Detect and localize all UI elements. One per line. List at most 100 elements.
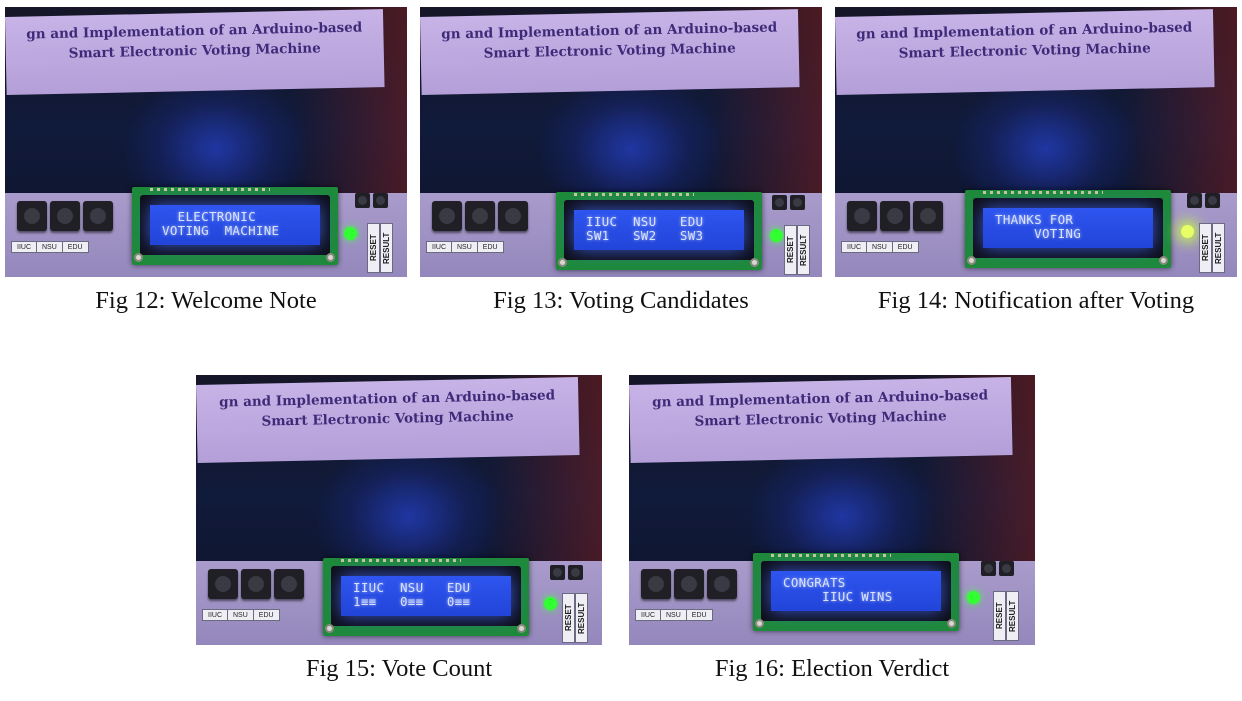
- lcd-module: IIUC NSU EDU SW1 SW2 SW3: [556, 192, 762, 270]
- label-nsu: NSU: [228, 610, 254, 620]
- button-edu: [274, 569, 304, 599]
- lcd-line-2: 1≡≡ 0≡≡ 0≡≡: [353, 594, 471, 609]
- button-iiuc: [847, 201, 877, 231]
- control-labels: RESET RESULT: [367, 223, 407, 273]
- button-labels: IIUC NSU EDU: [635, 609, 713, 621]
- evm-photo: gn and Implementation of an Arduino-base…: [420, 7, 822, 277]
- label-nsu: NSU: [452, 242, 478, 252]
- figure-caption: Fig 15: Vote Count: [305, 655, 493, 682]
- label-result: RESULT: [380, 223, 393, 273]
- button-labels: IIUC NSU EDU: [841, 241, 919, 253]
- label-edu: EDU: [67, 244, 83, 251]
- banner-line-2: Smart Electronic Voting Machine: [483, 40, 736, 62]
- control-buttons: [1187, 193, 1221, 217]
- label-iiuc: IIUC: [12, 242, 37, 252]
- button-edu: [498, 201, 528, 231]
- candidate-buttons: [208, 569, 308, 609]
- lcd-line-2: VOTING: [995, 226, 1082, 241]
- evm-photo: gn and Implementation of an Arduino-base…: [629, 375, 1035, 645]
- label-reset: RESET: [367, 223, 380, 273]
- label-reset: RESET: [562, 593, 575, 643]
- lcd-screen: IIUC NSU EDU 1≡≡ 0≡≡ 0≡≡: [341, 576, 511, 616]
- banner-line-2: Smart Electronic Voting Machine: [68, 40, 321, 62]
- control-buttons: [981, 561, 1015, 585]
- project-banner: gn and Implementation of an Arduino-base…: [5, 9, 385, 95]
- label-edu: EDU: [897, 244, 913, 251]
- lcd-screen: CONGRATS IIUC WINS: [771, 571, 941, 611]
- candidate-buttons: [847, 201, 947, 241]
- label-nsu: NSU: [37, 242, 63, 252]
- label-iiuc: IIUC: [842, 242, 867, 252]
- status-led: [544, 597, 557, 610]
- evm-photo: gn and Implementation of an Arduino-base…: [5, 7, 407, 277]
- button-edu: [913, 201, 943, 231]
- button-nsu: [241, 569, 271, 599]
- figure-caption: Fig 16: Election Verdict: [714, 655, 950, 682]
- lcd-line-1: ELECTRONIC: [162, 209, 256, 224]
- lcd-screen: ELECTRONIC VOTING MACHINE: [150, 205, 320, 245]
- control-buttons: [772, 195, 806, 219]
- label-iiuc: IIUC: [203, 610, 228, 620]
- figure-caption: Fig 13: Voting Candidates: [493, 287, 749, 314]
- status-led: [770, 229, 783, 242]
- lcd-line-2: SW1 SW2 SW3: [586, 228, 704, 243]
- status-led: [967, 591, 980, 604]
- project-banner: gn and Implementation of an Arduino-base…: [196, 377, 580, 463]
- label-reset: RESET: [784, 225, 797, 275]
- label-result: RESULT: [1212, 223, 1225, 273]
- label-nsu: NSU: [661, 610, 687, 620]
- button-edu: [83, 201, 113, 231]
- button-nsu: [50, 201, 80, 231]
- lcd-module: ELECTRONIC VOTING MACHINE: [132, 187, 338, 265]
- project-banner: gn and Implementation of an Arduino-base…: [835, 9, 1215, 95]
- lcd-module: THANKS FOR VOTING: [965, 190, 1171, 268]
- project-banner: gn and Implementation of an Arduino-base…: [629, 377, 1013, 463]
- label-nsu: NSU: [867, 242, 893, 252]
- status-led: [344, 227, 357, 240]
- figure-16: gn and Implementation of an Arduino-base…: [629, 375, 1035, 695]
- button-nsu: [465, 201, 495, 231]
- button-edu: [707, 569, 737, 599]
- figure-13: gn and Implementation of an Arduino-base…: [420, 7, 822, 327]
- figure-15: gn and Implementation of an Arduino-base…: [196, 375, 602, 695]
- button-nsu: [880, 201, 910, 231]
- lcd-line-2: IIUC WINS: [783, 589, 893, 604]
- lcd-line-1: IIUC NSU EDU: [353, 580, 471, 595]
- button-iiuc: [208, 569, 238, 599]
- label-edu: EDU: [482, 244, 498, 251]
- lcd-module: IIUC NSU EDU 1≡≡ 0≡≡ 0≡≡: [323, 558, 529, 636]
- label-reset: RESET: [1199, 223, 1212, 273]
- figure-caption: Fig 12: Welcome Note: [95, 287, 317, 314]
- candidate-buttons: [641, 569, 741, 609]
- project-banner: gn and Implementation of an Arduino-base…: [420, 9, 800, 95]
- lcd-screen: THANKS FOR VOTING: [983, 208, 1153, 248]
- banner-line-2: Smart Electronic Voting Machine: [261, 408, 514, 430]
- figure-14: gn and Implementation of an Arduino-base…: [835, 7, 1237, 327]
- label-result: RESULT: [1006, 591, 1019, 641]
- label-edu: EDU: [691, 612, 707, 619]
- label-edu: EDU: [258, 612, 274, 619]
- lcd-line-1: THANKS FOR: [995, 212, 1074, 227]
- control-labels: RESET RESULT: [1199, 223, 1237, 273]
- label-iiuc: IIUC: [636, 610, 661, 620]
- label-iiuc: IIUC: [427, 242, 452, 252]
- button-iiuc: [641, 569, 671, 599]
- evm-photo: gn and Implementation of an Arduino-base…: [835, 7, 1237, 277]
- lcd-screen: IIUC NSU EDU SW1 SW2 SW3: [574, 210, 744, 250]
- banner-line-2: Smart Electronic Voting Machine: [694, 408, 947, 430]
- figure-caption: Fig 14: Notification after Voting: [877, 287, 1195, 314]
- control-buttons: [550, 565, 584, 589]
- status-led: [1181, 225, 1194, 238]
- button-labels: IIUC NSU EDU: [11, 241, 89, 253]
- button-iiuc: [432, 201, 462, 231]
- control-labels: RESET RESULT: [993, 591, 1033, 641]
- control-buttons: [355, 193, 389, 217]
- control-labels: RESET RESULT: [562, 593, 602, 643]
- candidate-buttons: [432, 201, 532, 241]
- evm-photo: gn and Implementation of an Arduino-base…: [196, 375, 602, 645]
- button-labels: IIUC NSU EDU: [202, 609, 280, 621]
- banner-line-2: Smart Electronic Voting Machine: [898, 40, 1151, 62]
- lcd-module: CONGRATS IIUC WINS: [753, 553, 959, 631]
- lcd-line-1: IIUC NSU EDU: [586, 214, 704, 229]
- candidate-buttons: [17, 201, 117, 241]
